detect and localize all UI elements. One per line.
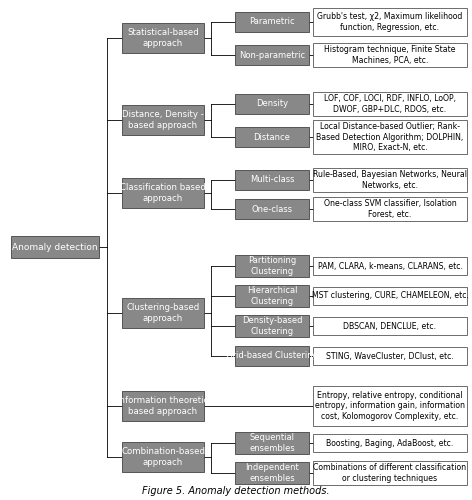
- Text: MST clustering, CURE, CHAMELEON, etc.: MST clustering, CURE, CHAMELEON, etc.: [312, 292, 469, 300]
- FancyBboxPatch shape: [235, 255, 309, 277]
- FancyBboxPatch shape: [313, 317, 467, 335]
- FancyBboxPatch shape: [313, 8, 467, 36]
- Text: Grubb's test, χ2, Maximum likelihood
function, Regression, etc.: Grubb's test, χ2, Maximum likelihood fun…: [317, 12, 463, 32]
- FancyBboxPatch shape: [235, 462, 309, 484]
- FancyBboxPatch shape: [122, 442, 204, 472]
- FancyBboxPatch shape: [313, 257, 467, 275]
- Text: Clustering-based
approach: Clustering-based approach: [126, 303, 200, 323]
- FancyBboxPatch shape: [235, 285, 309, 307]
- Text: Sequential
ensembles: Sequential ensembles: [249, 433, 295, 453]
- Text: Boosting, Baging, AdaBoost, etc.: Boosting, Baging, AdaBoost, etc.: [326, 438, 454, 448]
- FancyBboxPatch shape: [235, 315, 309, 337]
- Text: Density: Density: [256, 100, 288, 108]
- FancyBboxPatch shape: [313, 386, 467, 426]
- FancyBboxPatch shape: [235, 94, 309, 114]
- FancyBboxPatch shape: [313, 120, 467, 154]
- Text: Independent
ensembles: Independent ensembles: [245, 463, 299, 483]
- FancyBboxPatch shape: [122, 178, 204, 208]
- Text: DBSCAN, DENCLUE, etc.: DBSCAN, DENCLUE, etc.: [344, 322, 437, 330]
- Text: Information theoretic
based approach: Information theoretic based approach: [118, 396, 209, 416]
- FancyBboxPatch shape: [313, 347, 467, 365]
- FancyBboxPatch shape: [235, 12, 309, 32]
- FancyBboxPatch shape: [235, 346, 309, 366]
- FancyBboxPatch shape: [313, 434, 467, 452]
- Text: Combinations of different classification
or clustering techniques: Combinations of different classification…: [313, 464, 466, 482]
- Text: Hierarchical
Clustering: Hierarchical Clustering: [247, 286, 297, 306]
- FancyBboxPatch shape: [313, 43, 467, 67]
- Text: Histogram technique, Finite State
Machines, PCA, etc.: Histogram technique, Finite State Machin…: [324, 46, 456, 64]
- Text: Local Distance-based Outlier; Rank-
Based Detection Algorithm; DOLPHIN,
MIRO, Ex: Local Distance-based Outlier; Rank- Base…: [316, 122, 464, 152]
- Text: LOF, COF, LOCI, RDF, INFLO, LoOP,
DWOF, GBP+DLC, RDOS, etc.: LOF, COF, LOCI, RDF, INFLO, LoOP, DWOF, …: [324, 94, 456, 114]
- FancyBboxPatch shape: [313, 92, 467, 116]
- Text: Combination-based
approach: Combination-based approach: [121, 447, 205, 467]
- FancyBboxPatch shape: [235, 45, 309, 65]
- Text: Distance: Distance: [253, 132, 290, 141]
- Text: Multi-class: Multi-class: [250, 176, 294, 184]
- Text: STING, WaveCluster, DClust, etc.: STING, WaveCluster, DClust, etc.: [326, 352, 454, 360]
- FancyBboxPatch shape: [313, 461, 467, 485]
- Text: Grid-based Clustering: Grid-based Clustering: [226, 352, 318, 360]
- FancyBboxPatch shape: [235, 432, 309, 454]
- Text: Rule-Based, Bayesian Networks, Neural
Networks, etc.: Rule-Based, Bayesian Networks, Neural Ne…: [313, 170, 467, 190]
- FancyBboxPatch shape: [122, 391, 204, 421]
- Text: Statistical-based
approach: Statistical-based approach: [127, 28, 199, 48]
- FancyBboxPatch shape: [235, 170, 309, 190]
- Text: One-class: One-class: [252, 204, 293, 214]
- FancyBboxPatch shape: [122, 298, 204, 328]
- Text: Distance, Density -
based approach: Distance, Density - based approach: [122, 110, 204, 130]
- FancyBboxPatch shape: [235, 199, 309, 219]
- FancyBboxPatch shape: [122, 23, 204, 53]
- Text: Figure 5. Anomaly detection methods.: Figure 5. Anomaly detection methods.: [142, 486, 330, 496]
- Text: Parametric: Parametric: [249, 18, 295, 26]
- Text: Anomaly detection: Anomaly detection: [12, 242, 98, 252]
- FancyBboxPatch shape: [313, 197, 467, 221]
- FancyBboxPatch shape: [313, 287, 467, 305]
- FancyBboxPatch shape: [313, 168, 467, 192]
- Text: Partitioning
Clustering: Partitioning Clustering: [248, 256, 296, 276]
- Text: Density-based
Clustering: Density-based Clustering: [242, 316, 302, 336]
- Text: One-class SVM classifier, Isolation
Forest, etc.: One-class SVM classifier, Isolation Fore…: [324, 200, 456, 218]
- Text: PAM, CLARA, k-means, CLARANS, etc.: PAM, CLARA, k-means, CLARANS, etc.: [318, 262, 463, 270]
- Text: Entropy, relative entropy, conditional
entropy, information gain, information
co: Entropy, relative entropy, conditional e…: [315, 391, 465, 421]
- FancyBboxPatch shape: [122, 105, 204, 135]
- FancyBboxPatch shape: [235, 127, 309, 147]
- FancyBboxPatch shape: [11, 236, 99, 258]
- Text: Non-parametric: Non-parametric: [239, 50, 305, 59]
- Text: Classification based
approach: Classification based approach: [120, 183, 206, 203]
